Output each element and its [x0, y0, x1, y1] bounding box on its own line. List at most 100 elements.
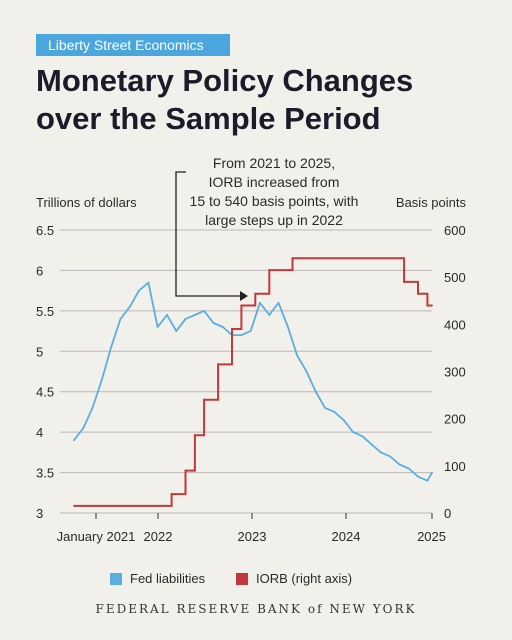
fed-liabilities-point — [296, 354, 298, 357]
fed-liabilities-point — [101, 378, 103, 381]
right-tick-label: 300 — [444, 365, 466, 380]
series-layer — [73, 257, 433, 507]
right-tick-label: 600 — [444, 223, 466, 238]
left-axis-label: Trillions of dollars — [36, 195, 137, 210]
iorb-point — [73, 505, 75, 507]
iorb-point — [217, 363, 220, 366]
iorb-point — [254, 292, 257, 295]
fed-liabilities-point — [431, 471, 433, 474]
iorb-point — [170, 493, 173, 495]
iorb-point — [203, 398, 206, 401]
annotation-line: IORB increased from — [209, 174, 340, 190]
iorb-point — [426, 304, 429, 307]
legend-label-iorb: IORB (right axis) — [256, 571, 352, 586]
title-line-1: Monetary Policy Changes — [36, 63, 414, 98]
annotation-line: large steps up in 2022 — [205, 212, 343, 228]
fed-liabilities-point — [417, 475, 419, 478]
right-tick-label: 400 — [444, 317, 466, 332]
left-tick-label: 5.5 — [36, 304, 54, 319]
fed-liabilities-point — [184, 318, 187, 320]
iorb-point — [96, 505, 99, 507]
x-tick-label: 2025 — [417, 529, 446, 544]
legend-swatch-iorb — [236, 573, 248, 585]
iorb-point — [268, 269, 271, 271]
iorb-point — [240, 304, 243, 307]
left-tick-label: 4 — [36, 425, 43, 440]
fed-liabilities-point — [82, 427, 85, 429]
fed-liabilities-point — [194, 314, 196, 316]
right-tick-label: 500 — [444, 270, 466, 285]
fed-liabilities-point — [240, 334, 243, 336]
fed-liabilities-point — [370, 443, 373, 446]
iorb-point — [431, 304, 433, 307]
fed-liabilities-point — [287, 326, 289, 328]
right-axis-label: Basis points — [396, 195, 467, 210]
fed-liabilities-point — [407, 467, 410, 470]
fed-liabilities-point — [333, 411, 336, 413]
fed-liabilities-point — [361, 435, 364, 438]
tick-labels: 6.5 6 5.5 5 4.5 4 3.5 3 600 500 400 300 200 100 0 Janua… — [36, 223, 466, 544]
fed-liabilities-point — [268, 314, 271, 316]
title-line-2: over the Sample Period — [36, 101, 381, 136]
fed-liabilities-point — [380, 451, 382, 454]
right-tick-label: 0 — [444, 506, 451, 521]
iorb-step-line — [74, 257, 432, 507]
fed-liabilities-point — [128, 305, 131, 308]
iorb-point — [184, 469, 187, 472]
fed-liabilities-point — [324, 407, 326, 409]
fed-liabilities-point — [166, 314, 168, 316]
iorb-point — [403, 281, 405, 283]
fed-liabilities-point — [314, 390, 317, 393]
blog-badge: Liberty Street Economics — [36, 34, 230, 56]
fed-liabilities-point — [342, 419, 345, 421]
fed-liabilities-point — [156, 326, 159, 328]
iorb-point — [194, 434, 196, 437]
fed-liabilities-point — [426, 479, 429, 482]
legend: Fed liabilities IORB (right axis) — [110, 571, 352, 586]
gridlines — [60, 229, 433, 519]
fed-liabilities-point — [212, 322, 215, 324]
footer-logo-text: FEDERAL RESERVE BANK of NEW YORK — [95, 602, 417, 616]
x-tick-label: January 2021 — [57, 529, 136, 544]
left-tick-label: 3.5 — [36, 466, 54, 481]
fed-liabilities-point — [73, 439, 75, 442]
fed-liabilities-point — [203, 310, 206, 312]
fed-liabilities-point — [305, 370, 308, 373]
fed-liabilities-point — [352, 431, 354, 433]
legend-label-fed: Fed liabilities — [130, 571, 206, 586]
fed-liabilities-point — [147, 281, 150, 284]
fed-liabilities-point — [221, 326, 224, 328]
fed-liabilities-point — [398, 463, 401, 466]
fed-liabilities-line — [73, 281, 433, 482]
iorb-point — [417, 292, 419, 295]
x-tick-label: 2022 — [144, 529, 173, 544]
iorb-point — [291, 257, 294, 260]
right-tick-label: 100 — [444, 459, 466, 474]
right-tick-label: 200 — [444, 412, 466, 427]
annotation-arrowhead — [240, 291, 248, 301]
fed-liabilities-point — [389, 455, 391, 458]
left-tick-label: 6.5 — [36, 223, 54, 238]
fed-liabilities-point — [119, 318, 122, 320]
fed-liabilities-point — [110, 346, 112, 349]
fed-liabilities-point — [259, 301, 261, 304]
left-tick-label: 3 — [36, 506, 43, 521]
x-tick-label: 2023 — [238, 529, 267, 544]
iorb-point — [231, 328, 233, 330]
left-tick-label: 5 — [36, 344, 43, 359]
x-tick-label: 2024 — [332, 529, 361, 544]
fed-liabilities-point — [277, 301, 280, 304]
left-tick-label: 6 — [36, 263, 43, 278]
annotation-line: 15 to 540 basis points, with — [190, 193, 359, 209]
fed-liabilities-point — [91, 407, 94, 409]
left-tick-label: 4.5 — [36, 385, 54, 400]
legend-swatch-fed — [110, 573, 122, 585]
annotation-arrow — [175, 171, 240, 297]
annotation-line: From 2021 to 2025, — [213, 155, 335, 171]
fed-liabilities-point — [175, 330, 178, 332]
fed-liabilities-point — [138, 289, 140, 292]
annotation: From 2021 to 2025, IORB increased from 15 … — [175, 155, 359, 301]
fed-liabilities-point — [249, 330, 252, 332]
chart-title: Monetary Policy Changes over the Sample … — [36, 62, 476, 138]
